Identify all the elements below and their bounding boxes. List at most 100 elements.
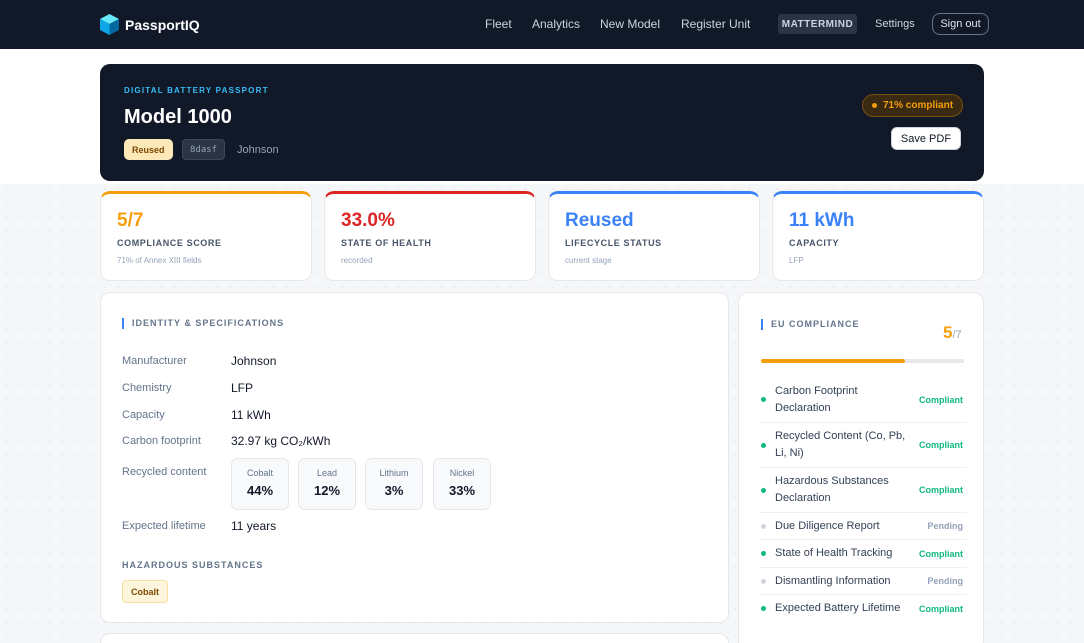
passport-hero: DIGITAL BATTERY PASSPORT Model 1000 Reus… <box>100 64 984 181</box>
status-dot-icon <box>761 578 766 584</box>
compliance-item: State of Health Tracking Compliant <box>759 539 967 567</box>
eu-progress-bar <box>761 359 964 363</box>
brand-logo[interactable]: PassportIQ <box>100 14 200 35</box>
nav-link-register-unit[interactable]: Register Unit <box>681 17 751 31</box>
compliance-item-status: Compliant <box>919 394 963 405</box>
sign-out-button[interactable]: Sign out <box>932 13 989 35</box>
spec-label: Expected lifetime <box>122 520 206 532</box>
stat-card-capacity: 11 kWh CAPACITY LFP <box>772 191 984 281</box>
eu-score-value: 5 <box>943 323 953 342</box>
stat-card-compliance: 5/7 COMPLIANCE SCORE 71% of Annex XIII f… <box>100 191 312 281</box>
compliance-item-name: Recycled Content (Co, Pb, Li, Ni) <box>775 430 906 459</box>
status-dot-icon <box>761 487 766 493</box>
recycled-lithium: Lithium 3% <box>365 458 423 510</box>
cube-logo-icon <box>100 14 119 35</box>
spec-value: 11 years <box>231 519 277 533</box>
eu-compliance-card: EU COMPLIANCE 5/7 Carbon Footprint Decla… <box>738 292 984 643</box>
status-dot-icon <box>761 397 766 402</box>
spec-value: 11 kWh <box>231 408 271 422</box>
compliance-item-name: State of Health Tracking <box>775 547 893 559</box>
stat-value: 5/7 <box>117 210 144 231</box>
org-badge[interactable]: MATTERMIND <box>778 14 857 34</box>
recycled-lead: Lead 12% <box>298 458 356 510</box>
eu-progress-fill <box>761 359 906 363</box>
compliance-item: Dismantling Information Pending <box>759 567 967 594</box>
spec-label: Manufacturer <box>122 355 187 367</box>
stat-card-health: 33.0% STATE OF HEALTH recorded <box>324 191 536 281</box>
compliance-item-status: Compliant <box>919 485 963 495</box>
recycled-name: Lead <box>316 468 338 478</box>
recycled-value: 33% <box>448 483 476 498</box>
brand-name: PassportIQ <box>125 16 200 33</box>
nav-link-analytics[interactable]: Analytics <box>532 17 581 31</box>
status-dot-icon <box>761 551 766 556</box>
status-dot-icon <box>872 103 877 108</box>
compliance-item-name: Carbon Footprint Declaration <box>775 384 858 414</box>
compliance-item-name: Dismantling Information <box>775 574 891 587</box>
compliance-item-status: Pending <box>927 521 964 531</box>
top-navbar: PassportIQ Fleet Analytics New Model Reg… <box>0 0 1084 49</box>
stat-value: 33.0% <box>341 210 395 231</box>
compliance-item: Expected Battery Lifetime Compliant <box>759 594 967 622</box>
spec-value: Johnson <box>231 354 277 368</box>
eu-score-total: /7 <box>952 329 962 341</box>
eu-heading: EU COMPLIANCE <box>761 319 860 330</box>
status-dot-icon <box>761 442 766 448</box>
stat-subtext: recorded <box>341 256 373 265</box>
status-dot-icon <box>761 606 766 611</box>
recycled-name: Lithium <box>379 468 409 478</box>
page-title: Model 1000 <box>124 106 232 128</box>
recycled-cobalt: Cobalt 44% <box>231 458 289 510</box>
compliance-item: Carbon Footprint Declaration Compliant <box>759 377 967 422</box>
eu-score: 5/7 <box>943 323 962 343</box>
compliance-item-status: Compliant <box>919 548 963 559</box>
nav-link-fleet[interactable]: Fleet <box>485 17 512 31</box>
stat-label: STATE OF HEALTH <box>341 238 432 248</box>
spec-label: Carbon footprint <box>122 435 201 447</box>
compliance-item: Hazardous Substances Declaration Complian… <box>759 467 967 512</box>
save-pdf-button[interactable]: Save PDF <box>891 127 961 150</box>
recycled-value: 44% <box>246 483 274 498</box>
owner-name: Johnson <box>237 144 279 156</box>
recycled-name: Nickel <box>449 468 475 478</box>
recycled-value: 3% <box>384 483 404 498</box>
next-section-card <box>100 633 729 643</box>
identity-heading: IDENTITY & SPECIFICATIONS <box>122 318 284 329</box>
nav-link-new-model[interactable]: New Model <box>600 17 661 31</box>
stat-label: CAPACITY <box>789 238 840 248</box>
compliance-item-name: Hazardous Substances Declaration <box>775 475 889 504</box>
compliance-pill: 71% compliant <box>862 94 964 117</box>
stat-value: Reused <box>565 210 634 231</box>
spec-label: Recycled content <box>122 466 207 478</box>
spec-label: Capacity <box>122 409 165 421</box>
recycled-name: Cobalt <box>246 468 273 478</box>
compliance-item-status: Pending <box>927 576 964 586</box>
spec-value: 32.97 kg CO₂/kWh <box>231 434 331 448</box>
stat-subtext: 71% of Annex XIII fields <box>117 256 202 265</box>
hero-eyebrow: DIGITAL BATTERY PASSPORT <box>124 86 269 95</box>
compliance-item-status: Compliant <box>919 603 963 614</box>
compliance-item-name: Expected Battery Lifetime <box>775 602 901 614</box>
stat-label: LIFECYCLE STATUS <box>565 238 662 248</box>
hazardous-chip: Cobalt <box>122 580 168 603</box>
stat-value: 11 kWh <box>789 210 855 231</box>
stat-label: COMPLIANCE SCORE <box>117 238 222 248</box>
recycled-nickel: Nickel 33% <box>433 458 491 510</box>
compliance-item: Due Diligence Report Pending <box>759 512 967 539</box>
compliance-pill-label: 71% compliant <box>883 100 954 111</box>
spec-label: Chemistry <box>122 382 172 394</box>
nav-link-settings[interactable]: Settings <box>875 18 915 30</box>
hazardous-heading: HAZARDOUS SUBSTANCES <box>122 560 264 570</box>
id-code-badge: 8dasf <box>182 139 226 160</box>
stat-card-lifecycle: Reused LIFECYCLE STATUS current stage <box>548 191 760 281</box>
identity-card: IDENTITY & SPECIFICATIONS Manufacturer J… <box>100 292 729 623</box>
status-dot-icon <box>761 523 766 529</box>
compliance-item: Recycled Content (Co, Pb, Li, Ni) Complia… <box>759 422 967 467</box>
status-badge: Reused <box>124 139 173 160</box>
stat-subtext: LFP <box>789 256 804 265</box>
recycled-value: 12% <box>313 483 341 498</box>
compliance-item-name: Due Diligence Report <box>775 519 880 532</box>
spec-value: LFP <box>231 381 254 395</box>
stat-subtext: current stage <box>565 256 612 265</box>
compliance-item-status: Compliant <box>919 440 963 450</box>
